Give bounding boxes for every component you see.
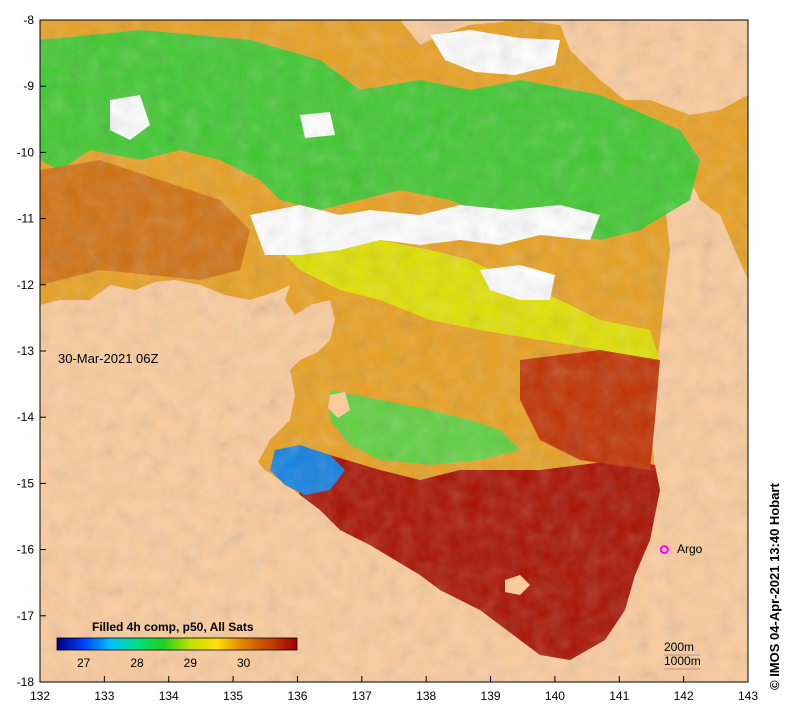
colorbar-tick-label: 28 [130,656,144,670]
lon-tick-label: 141 [609,689,629,703]
latitude-axis: -8 -9 -10 -11 -12 -13 -14 -15 -16 -17 -18 [17,13,46,689]
lon-tick-label: 138 [416,689,436,703]
contour-1000m-label: 1000m [664,654,701,668]
lon-tick-label: 140 [545,689,565,703]
date-label: 30-Mar-2021 06Z [58,351,158,366]
argo-icon [659,545,669,555]
lon-tick-label: 135 [223,689,243,703]
lon-tick-label: 134 [159,689,179,703]
contour-legend: 200m 1000m [664,640,701,670]
argo-marker: Argo [659,542,703,556]
colorbar-tick-label: 27 [77,656,91,670]
land-island [505,575,530,595]
lon-tick-label: 133 [94,689,114,703]
sst-field [40,20,748,682]
lat-tick-label: -12 [17,278,35,292]
land-island-2 [328,392,350,418]
lat-tick-label: -15 [17,476,35,490]
lat-tick-label: -11 [18,212,35,226]
lat-tick-label: -17 [17,609,35,623]
lon-tick-label: 143 [738,689,758,703]
lon-tick-label: 132 [30,689,50,703]
imos-credit: © IMOS 04-Apr-2021 13:40 Hobart [767,483,782,690]
contour-200m-label: 200m [664,640,694,654]
colorbar: Filled 4h comp, p50, All Sats 27 28 29 30 [56,620,298,670]
lon-tick-label: 136 [287,689,307,703]
lon-tick-label: 142 [674,689,694,703]
lat-tick-label: -13 [17,344,35,358]
lat-tick-label: -10 [17,145,35,159]
lat-tick-label: -8 [23,13,34,27]
argo-label: Argo [677,542,703,556]
colorbar-gradient [56,637,298,651]
longitude-axis: 132 133 134 135 136 137 138 139 140 141 142 143 [30,676,758,703]
colorbar-tick-label: 29 [184,656,198,670]
colorbar-title: Filled 4h comp, p50, All Sats [92,620,254,634]
lat-tick-label: -18 [17,675,35,689]
colorbar-tick-label: 30 [237,656,251,670]
lat-tick-label: -14 [17,410,35,424]
lon-tick-label: 139 [481,689,501,703]
lat-tick-label: -9 [23,79,34,93]
lat-tick-label: -16 [17,543,35,557]
lon-tick-label: 137 [352,689,372,703]
